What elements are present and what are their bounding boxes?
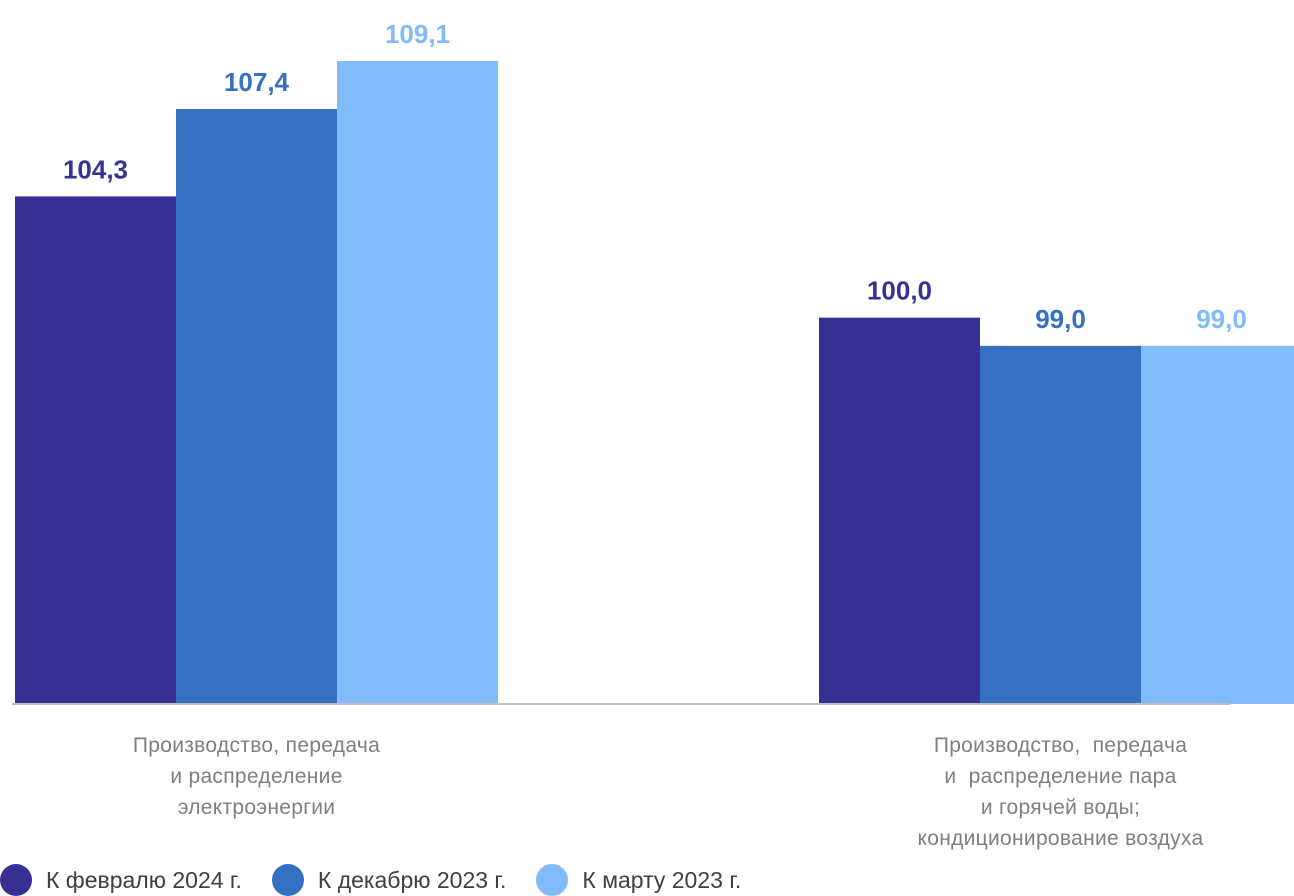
- value-label-steam-hot-water-dec-2023: 99,0: [1035, 304, 1086, 334]
- category-label-steam-hot-water-line-2: и распределение пара: [944, 765, 1176, 788]
- value-label-electricity-feb-2024: 104,3: [63, 154, 128, 184]
- category-label-electricity-line-3: электроэнергии: [178, 796, 336, 819]
- bar-electricity-feb-2024: [15, 196, 176, 704]
- bar-chart: 104,3 107,4 109,1 100,0 99,0 99,0 Производств…: [12, 19, 1294, 850]
- value-label-steam-hot-water-feb-2024: 100,0: [867, 276, 932, 306]
- bar-electricity-dec-2023: [176, 108, 337, 704]
- legend-marker-dec-2023: [271, 864, 304, 896]
- bar-electricity-mar-2023: [337, 61, 498, 704]
- legend-label-feb-2024: К февралю 2024 г.: [46, 866, 242, 893]
- legend: К февралю 2024 г. К декабрю 2023 г. К ма…: [0, 864, 771, 896]
- bar-steam-hot-water-dec-2023: [980, 345, 1141, 704]
- bar-steam-hot-water-feb-2024: [819, 317, 980, 704]
- value-label-electricity-mar-2023: 109,1: [385, 19, 450, 49]
- legend-item-feb-2024[interactable]: К февралю 2024 г.: [0, 864, 242, 896]
- legend-marker-mar-2023: [536, 864, 569, 896]
- category-label-electricity-line-1: Производство, передача: [133, 734, 380, 757]
- legend-marker-feb-2024: [0, 864, 32, 896]
- category-label-steam-hot-water-line-3: и горячей воды;: [981, 796, 1140, 819]
- category-label-steam-hot-water-line-4: кондиционирование воздуха: [918, 827, 1204, 850]
- value-labels-group: 104,3 107,4 109,1 100,0 99,0 99,0: [63, 19, 1247, 334]
- category-label-steam-hot-water-line-1: Производство, передача: [934, 734, 1187, 757]
- legend-item-mar-2023[interactable]: К марту 2023 г.: [536, 864, 741, 896]
- value-label-electricity-dec-2023: 107,4: [224, 67, 290, 97]
- bar-steam-hot-water-mar-2023: [1141, 345, 1294, 704]
- legend-item-dec-2023[interactable]: К декабрю 2023 г.: [271, 864, 507, 896]
- value-label-steam-hot-water-mar-2023: 99,0: [1196, 304, 1247, 334]
- category-labels-group: Производство, передача и распределение эле…: [133, 734, 1204, 850]
- legend-label-mar-2023: К марту 2023 г.: [582, 866, 742, 893]
- category-label-electricity-line-2: и распределение: [170, 765, 342, 788]
- bars-group: [15, 61, 1294, 704]
- legend-label-dec-2023: К декабрю 2023 г.: [317, 866, 507, 893]
